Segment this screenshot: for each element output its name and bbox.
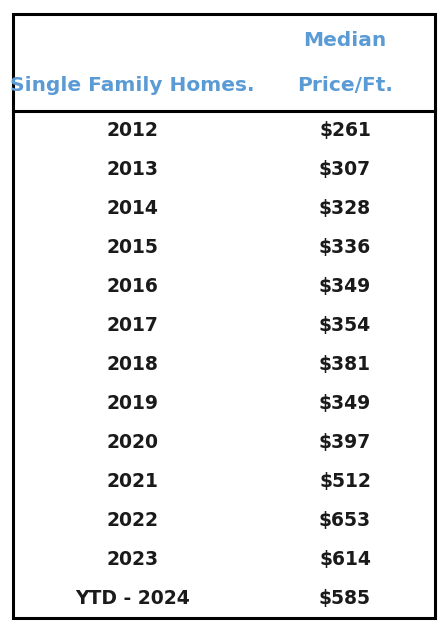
Text: $512: $512	[319, 472, 371, 491]
Text: $261: $261	[319, 121, 371, 140]
Text: 2013: 2013	[106, 160, 158, 179]
Text: $307: $307	[319, 160, 371, 179]
Text: $381: $381	[319, 355, 371, 374]
Text: 2018: 2018	[106, 355, 158, 374]
Text: $614: $614	[319, 550, 371, 570]
Text: 2020: 2020	[106, 433, 158, 452]
Text: $653: $653	[319, 511, 371, 530]
Text: $585: $585	[319, 590, 371, 608]
Text: Single Family Homes.: Single Family Homes.	[10, 76, 254, 95]
Text: 2016: 2016	[106, 277, 158, 296]
Text: $349: $349	[319, 394, 371, 413]
Text: 2021: 2021	[106, 472, 158, 491]
Text: 2015: 2015	[106, 238, 158, 257]
Text: $349: $349	[319, 277, 371, 296]
Text: 2017: 2017	[106, 316, 158, 335]
Text: 2019: 2019	[106, 394, 158, 413]
Text: 2012: 2012	[106, 121, 158, 140]
Text: $336: $336	[319, 238, 371, 257]
Text: $354: $354	[319, 316, 371, 335]
Text: Price/Ft.: Price/Ft.	[297, 76, 393, 95]
Text: 2023: 2023	[106, 550, 158, 570]
Text: $328: $328	[319, 199, 371, 218]
FancyBboxPatch shape	[13, 14, 435, 618]
Text: 2014: 2014	[106, 199, 158, 218]
Text: YTD - 2024: YTD - 2024	[75, 590, 190, 608]
Text: 2022: 2022	[106, 511, 158, 530]
Text: Median: Median	[303, 31, 387, 51]
Text: $397: $397	[319, 433, 371, 452]
